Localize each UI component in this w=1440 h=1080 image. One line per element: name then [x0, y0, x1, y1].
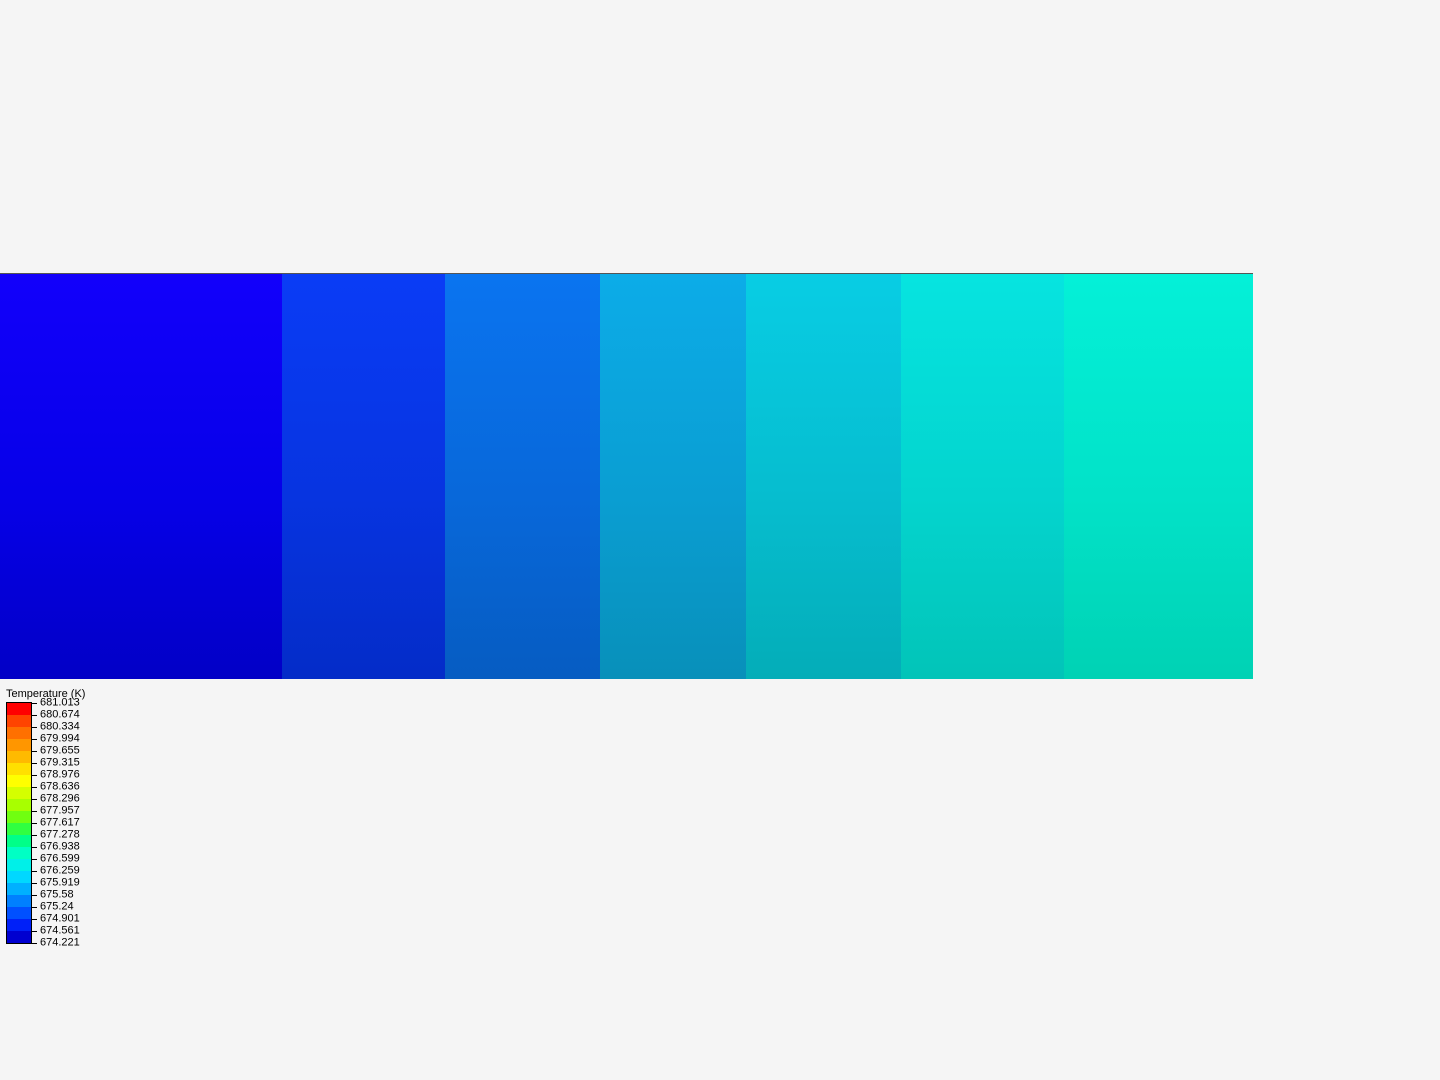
legend-tick-label: 681.013 — [40, 697, 80, 708]
legend-tick-mark — [32, 883, 37, 884]
legend-tick-mark — [32, 811, 37, 812]
legend-tick-label: 675.24 — [40, 901, 74, 912]
legend-tick-mark — [32, 787, 37, 788]
legend-tick-mark — [32, 835, 37, 836]
color-legend: Temperature (K) 681.013680.674680.334679… — [6, 688, 85, 944]
contour-band — [901, 274, 1064, 679]
legend-swatch — [7, 883, 31, 895]
legend-swatch — [7, 775, 31, 787]
legend-tick-mark — [32, 919, 37, 920]
legend-tick-label: 678.636 — [40, 781, 80, 792]
legend-tick-mark — [32, 847, 37, 848]
legend-tick-label: 674.901 — [40, 913, 80, 924]
legend-swatch — [7, 751, 31, 763]
legend-tick-label: 679.655 — [40, 745, 80, 756]
legend-tick-label: 676.259 — [40, 865, 80, 876]
legend-swatch — [7, 799, 31, 811]
legend-tick-mark — [32, 943, 37, 944]
legend-tick-label: 680.334 — [40, 721, 80, 732]
contour-band — [0, 274, 282, 679]
legend-swatch — [7, 787, 31, 799]
contour-band — [1064, 274, 1253, 679]
legend-tick-label: 676.938 — [40, 841, 80, 852]
legend-tick-label: 678.296 — [40, 793, 80, 804]
legend-swatch — [7, 907, 31, 919]
legend-swatch — [7, 919, 31, 931]
legend-tick-mark — [32, 775, 37, 776]
legend-tick-label: 676.599 — [40, 853, 80, 864]
legend-tick-label: 675.919 — [40, 877, 80, 888]
legend-tick-label: 677.957 — [40, 805, 80, 816]
legend-swatch — [7, 859, 31, 871]
legend-swatch — [7, 835, 31, 847]
legend-swatch — [7, 895, 31, 907]
legend-tick-mark — [32, 739, 37, 740]
legend-tick-label: 677.278 — [40, 829, 80, 840]
legend-swatch — [7, 931, 31, 943]
legend-tick-label: 679.315 — [40, 757, 80, 768]
legend-tick-mark — [32, 763, 37, 764]
legend-tick-mark — [32, 931, 37, 932]
legend-tick-mark — [32, 907, 37, 908]
legend-tick-label: 680.674 — [40, 709, 80, 720]
legend-tick-mark — [32, 751, 37, 752]
contour-band — [746, 274, 901, 679]
legend-swatch — [7, 847, 31, 859]
legend-swatch — [7, 715, 31, 727]
legend-swatch — [7, 703, 31, 715]
legend-swatch — [7, 871, 31, 883]
legend-tick-label: 678.976 — [40, 769, 80, 780]
contour-band — [600, 274, 745, 679]
legend-color-bar — [6, 702, 32, 944]
legend-body: 681.013680.674680.334679.994679.655679.3… — [6, 702, 85, 944]
legend-tick-label: 674.561 — [40, 925, 80, 936]
legend-tick-mark — [32, 715, 37, 716]
legend-tick-label: 675.58 — [40, 889, 74, 900]
legend-tick-label: 674.221 — [40, 937, 80, 948]
legend-tick-mark — [32, 823, 37, 824]
temperature-contour-plot — [0, 273, 1253, 679]
legend-tick-mark — [32, 727, 37, 728]
legend-tick-mark — [32, 703, 37, 704]
legend-swatch — [7, 763, 31, 775]
legend-swatch — [7, 739, 31, 751]
legend-tick-mark — [32, 871, 37, 872]
legend-tick-mark — [32, 799, 37, 800]
contour-band — [282, 274, 445, 679]
legend-tick-mark — [32, 859, 37, 860]
legend-swatch — [7, 823, 31, 835]
legend-tick-label: 677.617 — [40, 817, 80, 828]
legend-tick-label: 679.994 — [40, 733, 80, 744]
legend-tick-mark — [32, 895, 37, 896]
legend-swatch — [7, 727, 31, 739]
contour-band — [445, 274, 600, 679]
legend-swatch — [7, 811, 31, 823]
